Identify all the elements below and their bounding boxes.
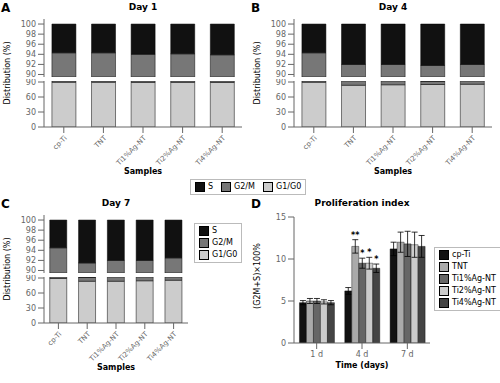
html-text:Samples: Samples xyxy=(373,167,413,176)
svg-text:92: 92 xyxy=(26,60,36,69)
svg-text:100: 100 xyxy=(21,20,36,29)
html-text:Day 1: Day 1 xyxy=(128,2,158,12)
html-text:Day 4: Day 4 xyxy=(378,2,408,12)
svg-text:0: 0 xyxy=(31,319,36,328)
html-text:A: A xyxy=(1,1,11,15)
svg-text:*: * xyxy=(374,255,379,264)
svg-text:0: 0 xyxy=(281,123,286,132)
svg-text:*: * xyxy=(360,249,365,258)
svg-text:98: 98 xyxy=(276,30,286,39)
svg-text:96: 96 xyxy=(26,40,36,49)
svg-text:Distribution (%): Distribution (%) xyxy=(8,237,12,300)
svg-text:(G2M+S)×100%: (G2M+S)×100% xyxy=(253,243,262,309)
svg-text:100: 100 xyxy=(21,216,36,225)
svg-text:94: 94 xyxy=(26,246,36,255)
html-text:D: D xyxy=(251,197,261,211)
svg-text:5: 5 xyxy=(281,297,286,306)
html-text:Samples: Samples xyxy=(123,167,163,176)
html-text:Ti4%Ag-NT: Ti4%Ag-NT xyxy=(452,298,496,307)
svg-text:15: 15 xyxy=(276,213,286,222)
html-text:Time (days): Time (days) xyxy=(335,361,389,370)
svg-text:Ti4%Ag-NT: Ti4%Ag-NT xyxy=(194,134,228,167)
svg-text:TNT: TNT xyxy=(76,330,93,347)
svg-text:90: 90 xyxy=(276,79,286,87)
svg-text:*: * xyxy=(367,248,372,257)
svg-text:60: 60 xyxy=(26,289,36,298)
svg-text:0: 0 xyxy=(281,339,286,348)
svg-text:90: 90 xyxy=(26,70,36,79)
html-text:Ti1%Ag-NT: Ti1%Ag-NT xyxy=(452,274,496,283)
html-text:G2/M: G2/M xyxy=(212,238,233,247)
html-text:C: C xyxy=(1,197,10,211)
svg-text:Ti2%Ag-NT: Ti2%Ag-NT xyxy=(154,134,188,167)
svg-text:98: 98 xyxy=(26,226,36,235)
svg-text:4 d: 4 d xyxy=(356,350,369,359)
svg-text:30: 30 xyxy=(276,108,286,117)
svg-text:cp-Ti: cp-Ti xyxy=(52,134,69,151)
html-text:Proliferation index: Proliferation index xyxy=(314,198,410,208)
svg-text:60: 60 xyxy=(276,93,286,102)
svg-text:7 d: 7 d xyxy=(401,350,414,359)
svg-text:Ti1%Ag-NT: Ti1%Ag-NT xyxy=(364,134,398,167)
svg-text:Ti4%Ag-NT: Ti4%Ag-NT xyxy=(444,134,478,167)
html-text:Ti2%Ag-NT: Ti2%Ag-NT xyxy=(452,286,496,295)
svg-text:90: 90 xyxy=(276,70,286,79)
svg-text:Ti4%Ag-NT: Ti4%Ag-NT xyxy=(145,330,179,363)
svg-text:1 d: 1 d xyxy=(310,350,323,359)
svg-text:92: 92 xyxy=(276,60,286,69)
svg-text:Distribution (%): Distribution (%) xyxy=(8,41,12,104)
svg-text:Distribution (%): Distribution (%) xyxy=(253,41,262,104)
svg-text:0: 0 xyxy=(31,123,36,132)
html-text:B: B xyxy=(251,1,261,15)
html-text:G1/G0: G1/G0 xyxy=(276,182,302,191)
svg-text:Ti2%Ag-NT: Ti2%Ag-NT xyxy=(404,134,438,167)
svg-text:cp-Ti: cp-Ti xyxy=(46,330,63,347)
svg-text:96: 96 xyxy=(276,40,286,49)
svg-text:90: 90 xyxy=(26,275,36,283)
svg-text:100: 100 xyxy=(271,20,286,29)
svg-text:90: 90 xyxy=(26,79,36,87)
svg-text:94: 94 xyxy=(276,50,286,59)
svg-text:10: 10 xyxy=(276,255,286,264)
html-text:S: S xyxy=(208,182,214,191)
svg-text:cp-Ti: cp-Ti xyxy=(302,134,319,151)
html-text:cp-Ti: cp-Ti xyxy=(452,250,471,259)
svg-text:30: 30 xyxy=(26,108,36,117)
svg-text:60: 60 xyxy=(26,93,36,102)
svg-text:TNT: TNT xyxy=(342,134,359,151)
svg-text:**: ** xyxy=(351,231,360,240)
svg-text:98: 98 xyxy=(26,30,36,39)
html-text:Samples: Samples xyxy=(96,363,136,372)
svg-text:94: 94 xyxy=(26,50,36,59)
svg-text:96: 96 xyxy=(26,236,36,245)
html-text:S: S xyxy=(212,226,218,235)
html-text:Day 7: Day 7 xyxy=(101,198,131,208)
svg-text:92: 92 xyxy=(26,256,36,265)
svg-text:90: 90 xyxy=(26,266,36,275)
html-text:TNT: TNT xyxy=(452,262,468,271)
svg-text:Ti1%Ag-NT: Ti1%Ag-NT xyxy=(114,134,148,167)
svg-text:TNT: TNT xyxy=(92,134,109,151)
html-text:G1/G0: G1/G0 xyxy=(212,250,238,259)
html-text:G2/M: G2/M xyxy=(234,182,255,191)
svg-text:30: 30 xyxy=(26,304,36,313)
